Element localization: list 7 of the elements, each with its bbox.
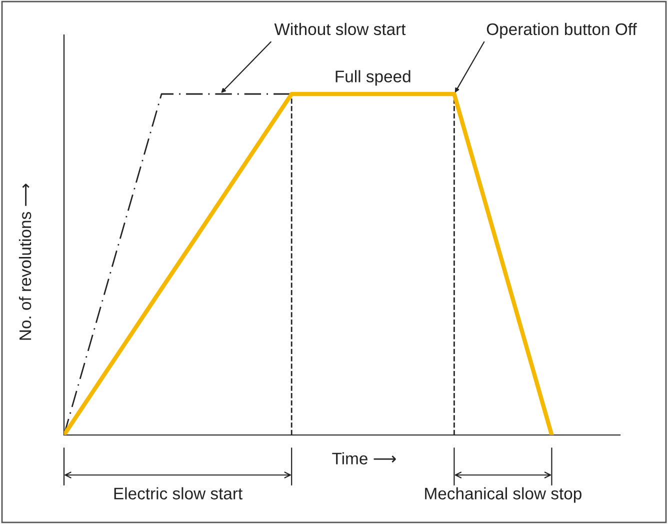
y-axis-title: No. of revolutions ⟶ bbox=[18, 184, 32, 340]
text: Full speed bbox=[336, 70, 410, 86]
text: Operation button Off bbox=[486, 22, 637, 38]
text: Mechanical slow stop bbox=[425, 487, 582, 503]
text: Without slow start bbox=[274, 22, 406, 36]
text: Electric slow start bbox=[114, 487, 243, 500]
x-axis-title: Time ⟶ bbox=[332, 452, 396, 464]
